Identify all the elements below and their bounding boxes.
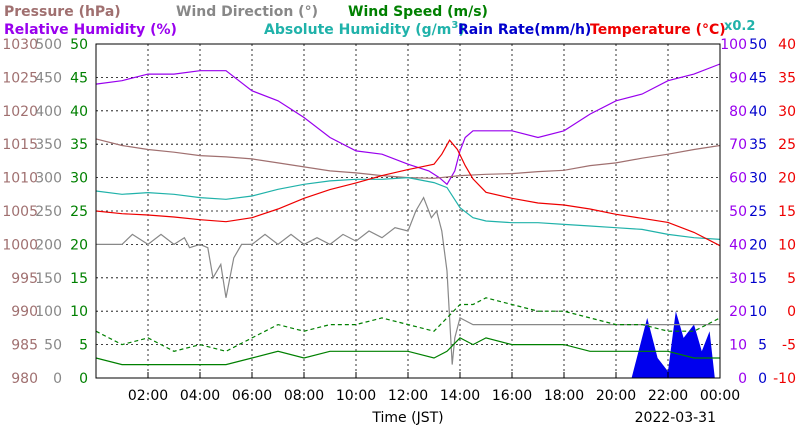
series-rh [95, 63, 721, 186]
series-group [95, 63, 721, 378]
wind_dir-tick-label: 150 [35, 271, 62, 287]
wind_dir-tick-label: 200 [35, 237, 62, 253]
temp-tick-label: 40 [778, 37, 796, 53]
wind_speed-tick-label: 40 [70, 104, 88, 120]
rh-tick-label: 20 [729, 304, 747, 320]
wind_speed-tick-label: 20 [70, 237, 88, 253]
rain-tick-label: 5 [758, 338, 767, 354]
axes-group: 9809859909951000100510101015102010251030… [2, 37, 796, 404]
pressure-tick-label: 1025 [2, 70, 38, 86]
pressure-tick-label: 985 [11, 338, 38, 354]
wind_dir-tick-label: 0 [53, 371, 62, 387]
wind_dir-tick-label: 500 [35, 37, 62, 53]
series-wind-speed-max [95, 297, 721, 352]
wind_speed-tick-label: 50 [70, 37, 88, 53]
x-tick-label: 22:00 [648, 388, 688, 404]
wind_speed-tick-label: 0 [79, 371, 88, 387]
wind_dir-tick-label: 450 [35, 70, 62, 86]
series-ah [95, 176, 721, 240]
x-tick-label: 00:00 [700, 388, 740, 404]
rain-tick-label: 40 [749, 104, 767, 120]
x-tick-label: 20:00 [596, 388, 636, 404]
rain-tick-label: 35 [749, 137, 767, 153]
x-tick-label: 04:00 [180, 388, 220, 404]
legend-temp: Temperature (°C) [590, 22, 726, 38]
rh-tick-label: 30 [729, 271, 747, 287]
rain-tick-label: 45 [749, 70, 767, 86]
date-label: 2022-03-31 [635, 410, 716, 426]
rain-tick-label: 20 [749, 237, 767, 253]
x-axis-label: Time (JST) [371, 410, 443, 426]
rain-tick-label: 15 [749, 271, 767, 287]
series-wind-speed [95, 337, 720, 366]
rh-tick-label: 90 [729, 70, 747, 86]
legend-pressure: Pressure (hPa) [4, 4, 121, 20]
rh-tick-label: 50 [729, 204, 747, 220]
series-temp [95, 139, 721, 247]
rain-rate-area [631, 311, 715, 378]
x-tick-label: 16:00 [492, 388, 532, 404]
rh-tick-label: 80 [729, 104, 747, 120]
rain-tick-label: 25 [749, 204, 767, 220]
rain-tick-label: 10 [749, 304, 767, 320]
temp-tick-label: 25 [778, 137, 796, 153]
x-tick-label: 14:00 [440, 388, 480, 404]
series-wind-dir [96, 196, 720, 365]
legend-ah: Absolute Humidity (g/m3) [264, 20, 465, 38]
rh-tick-label: 0 [738, 371, 747, 387]
temp-tick-label: -5 [782, 338, 796, 354]
rain-tick-label: 0 [758, 371, 767, 387]
x-tick-label: 18:00 [544, 388, 584, 404]
x-tick-label: 06:00 [232, 388, 272, 404]
temp-tick-label: 10 [778, 237, 796, 253]
pressure-tick-label: 1030 [2, 37, 38, 53]
wind_speed-tick-label: 35 [70, 137, 88, 153]
temp-tick-label: -10 [773, 371, 796, 387]
legend-wind_dir: Wind Direction (°) [176, 4, 318, 20]
temp-tick-label: 5 [787, 271, 796, 287]
x-tick-label: 12:00 [388, 388, 428, 404]
wind_speed-tick-label: 45 [70, 70, 88, 86]
pressure-tick-label: 1000 [2, 237, 38, 253]
wind_dir-tick-label: 50 [44, 338, 62, 354]
rh-tick-label: 60 [729, 171, 747, 187]
pressure-tick-label: 980 [11, 371, 38, 387]
rain-tick-label: 30 [749, 171, 767, 187]
wind_speed-tick-label: 5 [79, 338, 88, 354]
wind_dir-tick-label: 100 [35, 304, 62, 320]
pressure-tick-label: 1020 [2, 104, 38, 120]
wind_dir-tick-label: 400 [35, 104, 62, 120]
temp-tick-label: 15 [778, 204, 796, 220]
temp-tick-label: 35 [778, 70, 796, 86]
rain-tick-label: 50 [749, 37, 767, 53]
pressure-tick-label: 1010 [2, 171, 38, 187]
wind_speed-tick-label: 15 [70, 271, 88, 287]
temp-tick-label: 20 [778, 171, 796, 187]
legend-rh: Relative Humidity (%) [4, 22, 177, 38]
wind_dir-tick-label: 300 [35, 171, 62, 187]
rh-tick-label: 10 [729, 338, 747, 354]
legend-rain: Rain Rate(mm/h) [458, 22, 591, 38]
wind_dir-tick-label: 250 [35, 204, 62, 220]
x-tick-label: 08:00 [284, 388, 324, 404]
temp-tick-label: 30 [778, 104, 796, 120]
legend: Pressure (hPa) Wind Direction (°) Wind Spe… [4, 4, 726, 38]
pressure-tick-label: 995 [11, 271, 38, 287]
x-tick-label: 02:00 [128, 388, 168, 404]
temp-tick-label: 0 [787, 304, 796, 320]
x-tick-label: 10:00 [336, 388, 376, 404]
scale-note: x0.2 [724, 19, 755, 34]
legend-wind_speed: Wind Speed (m/s) [348, 4, 488, 20]
wind_speed-tick-label: 10 [70, 304, 88, 320]
wind_dir-tick-label: 350 [35, 137, 62, 153]
wind_speed-tick-label: 25 [70, 204, 88, 220]
pressure-tick-label: 990 [11, 304, 38, 320]
pressure-tick-label: 1015 [2, 137, 38, 153]
rh-tick-label: 70 [729, 137, 747, 153]
rh-tick-label: 40 [729, 237, 747, 253]
rh-tick-label: 100 [720, 37, 747, 53]
pressure-tick-label: 1005 [2, 204, 38, 220]
wind_speed-tick-label: 30 [70, 171, 88, 187]
